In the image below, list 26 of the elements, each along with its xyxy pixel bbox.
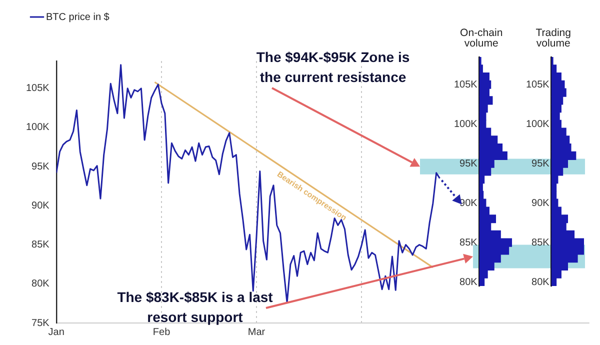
y-tick-label: 95K (532, 158, 550, 170)
y-tick-label: 100K (26, 122, 50, 134)
x-tick-label: Feb (152, 326, 171, 338)
y-tick-label: 75K (32, 318, 50, 329)
y-tick-label: 105K (454, 79, 478, 90)
y-tick-label: 85K (532, 237, 550, 248)
y-tick-label: 80K (460, 276, 478, 288)
x-tick-label: Mar (248, 326, 266, 338)
legend-label: BTC price in $ (46, 12, 110, 23)
annotation: The $83K-$85K is a last resort support (117, 288, 274, 325)
y-tick-label: 95K (460, 158, 478, 170)
y-tick-label: 100K (454, 118, 478, 130)
y-tick-label: 95K (32, 161, 50, 172)
chart-title: On-chain volume (460, 27, 503, 50)
y-tick-label: 100K (526, 118, 550, 130)
y-tick-label: 85K (460, 237, 478, 248)
y-tick-label: 90K (532, 198, 550, 209)
y-tick-label: 85K (32, 240, 50, 251)
annotation: The $94K-$95K Zone is the current resistance (256, 48, 410, 85)
x-tick-label: Jan (48, 326, 64, 338)
y-tick-label: 105K (526, 79, 550, 90)
y-tick-label: 80K (32, 278, 50, 290)
y-tick-label: 80K (532, 276, 550, 288)
chart-title: Trading volume (536, 27, 572, 50)
y-tick-label: 105K (26, 83, 50, 94)
y-tick-label: 90K (32, 200, 50, 212)
